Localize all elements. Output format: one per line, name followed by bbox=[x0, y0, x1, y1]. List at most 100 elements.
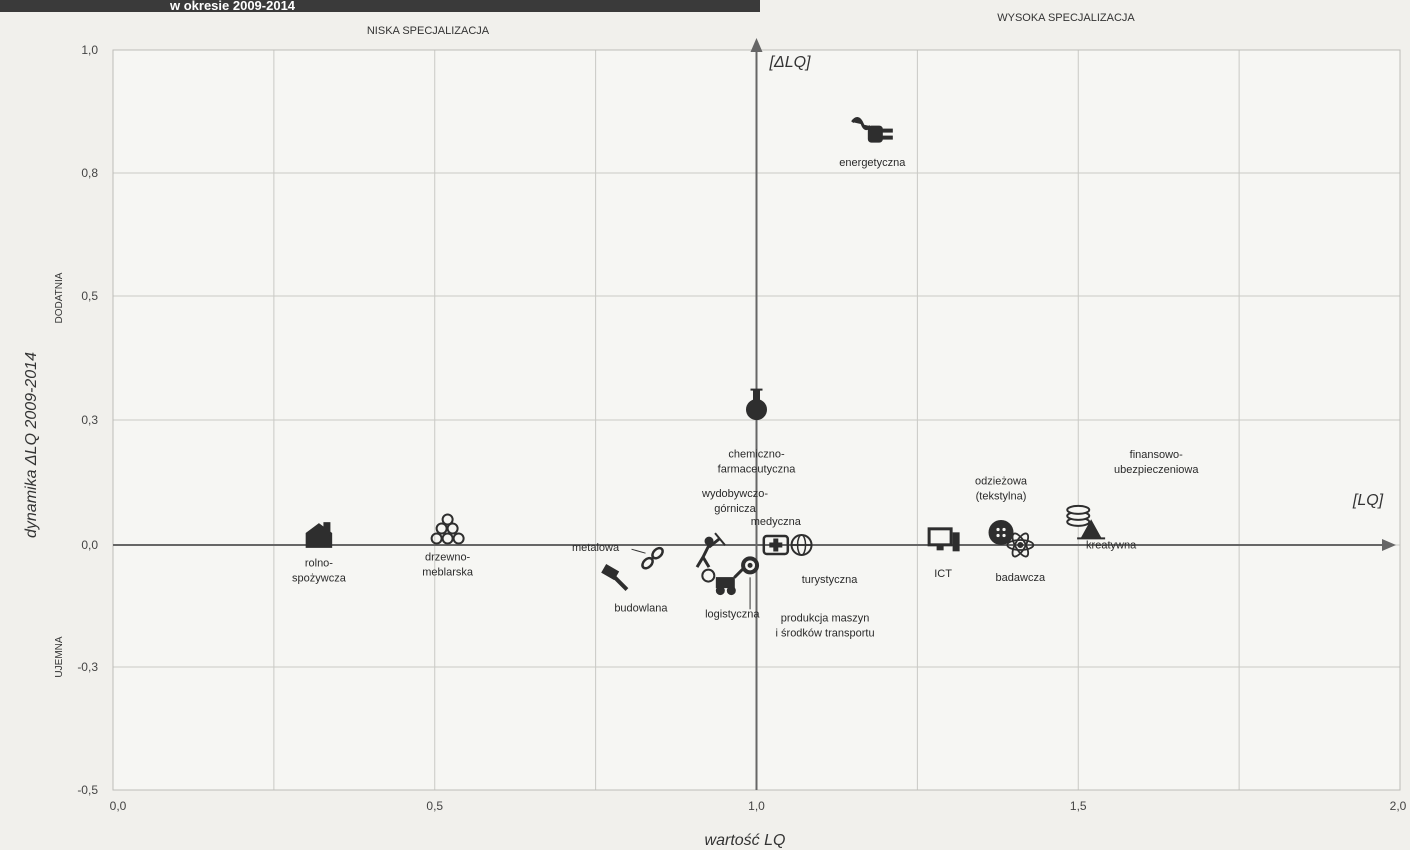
data-point bbox=[1006, 532, 1035, 558]
pc-tower bbox=[952, 532, 960, 552]
button-hole bbox=[996, 527, 1000, 532]
monitor-stand bbox=[936, 544, 944, 551]
plug-pin bbox=[881, 128, 893, 133]
x-tick-label: 1,5 bbox=[1070, 799, 1087, 813]
y-axis-name: [ΔLQ] bbox=[769, 54, 812, 71]
first-aid-icon bbox=[762, 534, 790, 556]
data-point bbox=[741, 556, 760, 575]
button-hole bbox=[996, 533, 1000, 538]
data-label: metalowa bbox=[572, 542, 620, 554]
barn-door bbox=[313, 536, 325, 548]
chain-icon bbox=[641, 546, 664, 570]
y-tick-label: 0,5 bbox=[81, 289, 98, 303]
plug-icon bbox=[851, 117, 893, 143]
miner-body bbox=[695, 537, 720, 568]
chain-link bbox=[651, 546, 664, 560]
logs-icon bbox=[430, 513, 465, 545]
data-point bbox=[988, 520, 1014, 545]
button-hole bbox=[1002, 527, 1006, 532]
gear-icon bbox=[741, 556, 760, 575]
data-label: rolno-spożywcza bbox=[292, 558, 347, 585]
easel-icon bbox=[1077, 519, 1106, 540]
y-tick-label: 0,8 bbox=[81, 166, 98, 180]
side-label-negative: UJEMNA bbox=[54, 636, 65, 677]
globe-icon bbox=[790, 534, 813, 556]
miner-pick bbox=[714, 532, 726, 546]
data-point bbox=[1077, 519, 1106, 540]
data-label: kreatywna bbox=[1086, 539, 1137, 551]
button-disc bbox=[988, 520, 1014, 545]
x-axis-name: [LQ] bbox=[1352, 492, 1384, 509]
data-label: finansowo-ubezpieczeniowa bbox=[1114, 449, 1199, 476]
plug-pin bbox=[881, 135, 893, 140]
y-axis-arrow bbox=[750, 38, 763, 52]
forklift-body bbox=[715, 577, 735, 589]
data-point bbox=[746, 388, 767, 421]
plug-body bbox=[867, 125, 883, 143]
y-tick-label: 1,0 bbox=[81, 43, 98, 57]
miner-head bbox=[704, 536, 714, 546]
aid-cross bbox=[769, 542, 783, 548]
barn-icon bbox=[305, 522, 333, 548]
data-label: logistyczna bbox=[705, 609, 760, 621]
x-tick-label: 0,5 bbox=[426, 799, 443, 813]
flask-icon bbox=[746, 388, 767, 421]
atom-orbit bbox=[1011, 532, 1030, 558]
flask-bulb bbox=[746, 399, 767, 421]
data-point bbox=[641, 546, 664, 570]
hammer-icon bbox=[601, 564, 629, 591]
x-tick-label: 0,0 bbox=[110, 799, 127, 813]
data-point bbox=[1066, 504, 1091, 527]
atom-orbit bbox=[1006, 539, 1035, 551]
data-label: wydobywczo-górnicza bbox=[701, 488, 768, 515]
y-axis-title: dynamika ΔLQ 2009-2014 bbox=[23, 352, 40, 538]
y-tick-label: -0,5 bbox=[77, 783, 98, 797]
coin bbox=[1066, 504, 1091, 515]
data-label: budowlana bbox=[614, 603, 668, 615]
y-tick-label: 0,3 bbox=[81, 413, 98, 427]
miner-icon bbox=[695, 532, 726, 568]
gear-ring bbox=[741, 556, 760, 575]
forklift-icon bbox=[701, 566, 746, 596]
coins-icon bbox=[1066, 504, 1091, 527]
data-point bbox=[790, 534, 813, 556]
side-label-positive: DODATNIA bbox=[54, 272, 65, 323]
aid-box bbox=[762, 534, 790, 556]
data-point bbox=[851, 117, 893, 143]
log bbox=[441, 513, 454, 526]
data-point bbox=[695, 532, 726, 568]
data-point bbox=[701, 566, 746, 596]
data-label: chemiczno-farmaceutyczna bbox=[718, 449, 797, 476]
data-point bbox=[762, 534, 790, 556]
quadrant-label-low: NISKA SPECJALIZACJA bbox=[367, 25, 490, 37]
data-label: ICT bbox=[934, 568, 952, 580]
hammer-handle bbox=[611, 574, 629, 591]
data-point bbox=[430, 513, 465, 545]
plug-cable bbox=[851, 117, 872, 131]
x-axis-arrow bbox=[1382, 539, 1396, 551]
atom-icon bbox=[1006, 532, 1035, 558]
y-tick-label: -0,3 bbox=[77, 660, 98, 674]
atom-nucleus bbox=[1017, 542, 1024, 548]
computer-icon bbox=[927, 527, 960, 552]
forklift-wheel bbox=[715, 586, 725, 596]
x-axis-title: wartość LQ bbox=[705, 832, 786, 849]
x-tick-label: 2,0 bbox=[1390, 799, 1407, 813]
data-point bbox=[927, 527, 960, 552]
data-point bbox=[601, 564, 629, 591]
data-label: turystyczna bbox=[802, 574, 859, 586]
gear-hub bbox=[747, 562, 753, 568]
atom-orbit bbox=[1011, 532, 1030, 558]
x-tick-label: 1,0 bbox=[748, 799, 765, 813]
data-label: produkcja maszyn i środków transportu bbox=[776, 612, 875, 639]
page-banner: w okresie 2009-2014 bbox=[0, 0, 760, 12]
data-point bbox=[305, 522, 333, 548]
y-tick-label: 0,0 bbox=[81, 538, 98, 552]
quadrant-label-high: WYSOKA SPECJALIZACJA bbox=[997, 12, 1135, 24]
chain-link bbox=[641, 556, 654, 570]
button-hole bbox=[1002, 533, 1006, 538]
forklift-wheel bbox=[726, 586, 736, 596]
button-icon bbox=[988, 520, 1014, 545]
clock-face bbox=[701, 568, 716, 583]
data-label: energetyczna bbox=[839, 157, 906, 169]
